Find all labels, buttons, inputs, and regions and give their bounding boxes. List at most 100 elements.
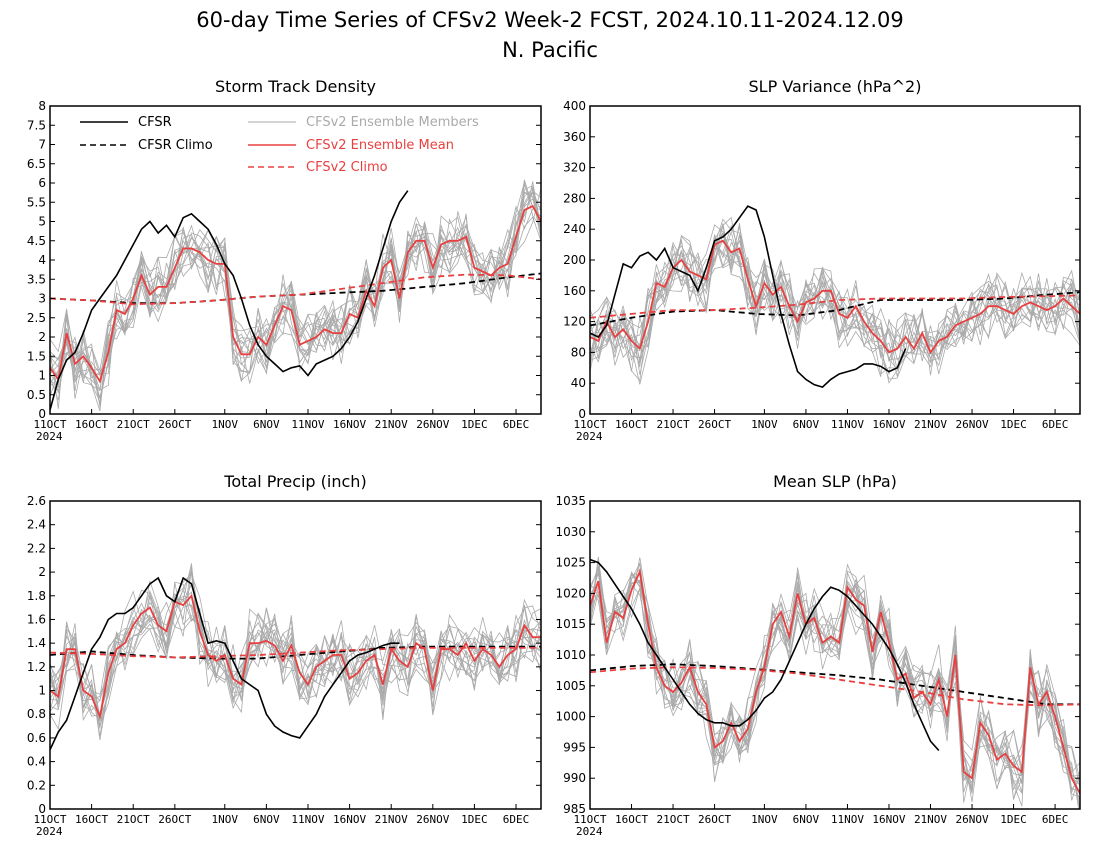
- series-line-cfsr: [590, 558, 940, 752]
- x-tick-label: 26OCT: [698, 813, 731, 826]
- y-tick-label: 0.2: [27, 778, 46, 792]
- legend-mean-label: CFSv2 Ensemble Mean: [306, 138, 454, 153]
- series-line-cfsv2-ensemble-mean: [590, 239, 1080, 355]
- legend-cfsr-label: CFSR: [138, 115, 172, 130]
- y-tick-label: 6: [38, 176, 46, 190]
- x-tick-label: 21NOV: [375, 813, 408, 826]
- y-tick-label: 4: [38, 253, 46, 267]
- x-year-label: 2024: [576, 430, 603, 443]
- x-tick-label: 6DEC: [503, 418, 530, 431]
- ensemble-member-line: [50, 581, 541, 736]
- ensemble-member-line: [50, 181, 541, 409]
- x-year-label: 2024: [576, 825, 603, 838]
- figure-subtitle: N. Pacific: [502, 38, 598, 62]
- y-tick-label: 40: [571, 376, 586, 390]
- y-tick-label: 4.5: [27, 234, 46, 248]
- y-tick-label: 0: [38, 802, 46, 816]
- x-tick-label: 26OCT: [698, 418, 731, 431]
- y-tick-label: 200: [563, 253, 586, 267]
- panel-title: Total Precip (inch): [223, 472, 366, 491]
- y-tick-label: 2.2: [27, 541, 46, 555]
- series-line-cfsv2-ensemble-mean: [50, 204, 541, 384]
- series-line-cfsr: [590, 205, 907, 388]
- y-tick-label: 1: [38, 684, 46, 698]
- panel-slp-variance: SLP Variance (hPa^2) 0 40 80 120 160 200 240 280…: [563, 77, 1081, 443]
- y-tick-label: 120: [563, 315, 586, 329]
- x-tick-label: 11OCT: [33, 418, 66, 431]
- ensemble-member-line: [590, 226, 1080, 370]
- plot-area: [50, 179, 541, 412]
- x-tick-label: 16NOV: [333, 813, 366, 826]
- y-tick-label: 1030: [555, 525, 586, 539]
- x-tick-label: 11OCT: [573, 813, 606, 826]
- plot-area: [590, 556, 1080, 809]
- x-year-label: 2024: [36, 825, 63, 838]
- x-tick-label: 21OCT: [117, 813, 150, 826]
- x-tick-label: 26NOV: [416, 813, 449, 826]
- ensemble-member-line: [590, 563, 1080, 801]
- y-tick-label: 1000: [555, 710, 586, 724]
- legend-cfsr-climo-label: CFSR Climo: [138, 138, 213, 153]
- x-tick-label: 16OCT: [75, 813, 108, 826]
- x-tick-label: 16OCT: [615, 418, 648, 431]
- y-tick-label: 0.6: [27, 731, 46, 745]
- x-tick-label: 21OCT: [117, 418, 150, 431]
- y-tick-label: 1025: [555, 556, 586, 570]
- y-tick-label: 80: [571, 345, 586, 359]
- y-tick-label: 1020: [555, 586, 586, 600]
- series-line-cfsv2-ensemble-mean: [50, 593, 541, 720]
- y-tick-label: 3: [38, 292, 46, 306]
- y-tick-label: 1: [38, 369, 46, 383]
- y-tick-label: 360: [563, 130, 586, 144]
- x-tick-label: 11NOV: [291, 418, 324, 431]
- y-tick-label: 6.5: [27, 157, 46, 171]
- x-tick-label: 1DEC: [1000, 813, 1027, 826]
- y-tick-label: 1.6: [27, 612, 46, 626]
- x-tick-label: 11NOV: [831, 418, 864, 431]
- x-tick-label: 6DEC: [1042, 418, 1069, 431]
- x-tick-label: 1NOV: [212, 813, 239, 826]
- y-tick-label: 2.4: [27, 518, 46, 532]
- y-tick-label: 0.5: [27, 388, 46, 402]
- y-tick-label: 8: [38, 99, 46, 113]
- panel-total-precip: Total Precip (inch) 0 0.2 0.4 0.6 0.8 1 1.2 1.4 1…: [27, 472, 542, 838]
- x-tick-label: 6NOV: [793, 418, 820, 431]
- x-tick-label: 6DEC: [1042, 813, 1069, 826]
- x-tick-label: 1DEC: [461, 813, 488, 826]
- y-tick-label: 280: [563, 191, 586, 205]
- y-tick-label: 7: [38, 138, 46, 152]
- y-tick-label: 0: [38, 407, 46, 421]
- panel-storm-track-density: Storm Track Density 0 0.5 1 1.5 2 2.5 3 3.5 4 4.5 5…: [27, 77, 542, 443]
- y-tick-label: 7.5: [27, 118, 46, 132]
- series-line-cfsv2-climo: [590, 666, 1080, 707]
- y-tick-label: 2: [38, 565, 46, 579]
- ensemble-member-line: [590, 233, 1080, 365]
- panel-title: Storm Track Density: [215, 77, 376, 96]
- x-tick-label: 11OCT: [33, 813, 66, 826]
- ensemble-member-line: [590, 557, 1080, 794]
- plot-area: [50, 563, 541, 751]
- y-tick-label: 1015: [555, 617, 586, 631]
- y-tick-label: 3.5: [27, 272, 46, 286]
- y-tick-label: 5: [38, 215, 46, 229]
- ensemble-member-line: [50, 191, 541, 393]
- x-tick-label: 26NOV: [955, 813, 988, 826]
- y-tick-label: 1010: [555, 648, 586, 662]
- x-tick-label: 21NOV: [375, 418, 408, 431]
- ensemble-member-line: [50, 582, 541, 710]
- y-tick-label: 1.4: [27, 636, 46, 650]
- y-tick-label: 2.6: [27, 494, 46, 508]
- x-tick-label: 1DEC: [461, 418, 488, 431]
- x-tick-label: 21NOV: [914, 418, 947, 431]
- plot-frame: [49, 500, 542, 810]
- x-tick-label: 16OCT: [75, 418, 108, 431]
- x-tick-label: 26OCT: [158, 813, 191, 826]
- series-line-cfsv2-climo: [50, 273, 541, 306]
- panel-title: Mean SLP (hPa): [773, 472, 897, 491]
- legend: CFSR CFSR Climo CFSv2 Ensemble Members C…: [80, 115, 479, 175]
- x-tick-label: 6DEC: [503, 813, 530, 826]
- ensemble-member-line: [590, 559, 1080, 798]
- x-tick-label: 21OCT: [656, 418, 689, 431]
- panel-title: SLP Variance (hPa^2): [749, 77, 922, 96]
